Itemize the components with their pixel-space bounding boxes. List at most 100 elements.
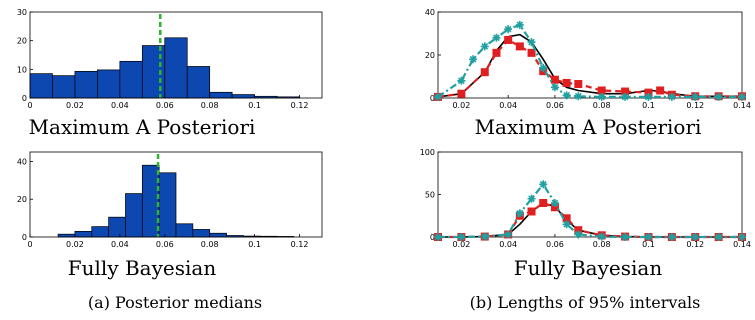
- histogram-map: 0 0.02 0.04 0.06 0.08 0.1 0.12 0 10 20 30: [17, 8, 323, 110]
- data-point-square: [597, 86, 606, 95]
- plot-frame: [437, 151, 743, 238]
- data-point-asterisk: [504, 230, 513, 239]
- x-tick-label: 0.12: [291, 240, 309, 249]
- data-point-asterisk: [515, 209, 524, 218]
- y-tick-label: 20: [17, 195, 27, 204]
- histogram-bar: [231, 94, 255, 99]
- data-point-square: [492, 48, 501, 57]
- x-tick-label: 0.14: [733, 101, 751, 110]
- plot-frame: [29, 11, 323, 99]
- data-point-asterisk: [574, 92, 583, 101]
- y-tick-label: 40: [425, 8, 435, 17]
- data-point-asterisk: [644, 233, 653, 241]
- x-tick-label: 0.14: [733, 240, 751, 249]
- series-line-dashed: [438, 201, 742, 239]
- data-point-asterisk: [457, 233, 466, 241]
- histogram-bar: [158, 172, 177, 238]
- data-point-asterisk: [691, 92, 700, 101]
- y-tick-label: 0: [430, 233, 435, 242]
- x-tick-label: 0.1: [248, 101, 261, 110]
- data-point-square: [574, 80, 583, 89]
- data-point-asterisk: [480, 42, 489, 51]
- data-point-asterisk: [492, 33, 501, 42]
- histogram-bar: [175, 223, 194, 238]
- x-tick-label: 0.12: [291, 101, 309, 110]
- data-point-asterisk: [621, 233, 630, 241]
- y-tick-label: 20: [425, 51, 435, 60]
- data-point-asterisk: [515, 20, 524, 29]
- data-point-square: [480, 68, 489, 77]
- data-point-asterisk: [667, 233, 676, 241]
- x-tick-label: 0.02: [452, 240, 470, 249]
- data-point-asterisk: [714, 92, 723, 101]
- histogram-bar: [186, 66, 211, 99]
- histogram-bar: [125, 193, 143, 238]
- x-tick-label: 0.12: [686, 101, 704, 110]
- data-point-asterisk: [562, 220, 571, 229]
- x-tick-label: 0.04: [111, 240, 129, 249]
- y-tick-label: 0: [22, 94, 27, 103]
- histogram-bar: [108, 216, 126, 238]
- x-tick-label: 0.08: [593, 240, 611, 249]
- interval-plot-map: 0.02 0.04 0.06 0.08 0.1 0.12 0.14 0 20 40: [425, 8, 751, 110]
- panel-title-map-intervals: Maximum A Posteriori: [475, 115, 702, 139]
- y-tick-label: 20: [17, 37, 27, 46]
- x-tick-label: 0.12: [686, 240, 704, 249]
- x-tick-label: 0.08: [593, 101, 611, 110]
- y-tick-label: 50: [425, 191, 435, 200]
- y-tick-label: 0: [22, 233, 27, 242]
- y-tick-label: 10: [17, 65, 27, 74]
- histogram-bar: [57, 233, 76, 238]
- series-line-dashdot: [437, 23, 742, 99]
- x-tick-label: 0.02: [66, 101, 84, 110]
- data-point-asterisk: [480, 232, 489, 241]
- x-tick-label: 0.06: [156, 101, 174, 110]
- caption-b: (b) Lengths of 95% intervals: [470, 293, 701, 312]
- histogram-bar: [209, 91, 233, 99]
- x-tick-label: 0.1: [248, 240, 261, 249]
- y-tick-label: 0: [430, 94, 435, 103]
- histogram-bar: [74, 230, 93, 238]
- histogram-bar: [74, 70, 98, 99]
- y-tick-label: 30: [17, 8, 27, 17]
- x-tick-label: 0: [27, 101, 32, 110]
- data-point-asterisk: [527, 194, 536, 203]
- data-point-asterisk: [714, 233, 723, 241]
- x-tick-label: 0.08: [201, 240, 219, 249]
- data-point-asterisk: [621, 92, 630, 101]
- x-tick-label: 0.04: [111, 101, 129, 110]
- data-point-asterisk: [434, 233, 442, 241]
- data-point-square: [656, 86, 665, 95]
- interval-plot-fully-bayesian: 0.02 0.04 0.06 0.08 0.1 0.12 0.14 0 50 100: [420, 148, 751, 249]
- data-point-asterisk: [539, 63, 548, 72]
- data-point-square: [527, 48, 536, 57]
- x-tick-label: 0.02: [66, 240, 84, 249]
- series-line-dashdot: [438, 183, 742, 239]
- data-point-square: [457, 89, 466, 98]
- y-tick-label: 100: [420, 148, 435, 157]
- panel-title-fully-bayesian: Fully Bayesian: [68, 256, 217, 280]
- panel-title-map: Maximum A Posteriori: [29, 115, 256, 139]
- data-point-square: [515, 42, 524, 51]
- data-point-asterisk: [457, 76, 466, 85]
- histogram-bar: [192, 229, 211, 238]
- x-tick-label: 0.02: [452, 101, 470, 110]
- histogram-fully-bayesian: 0 0.02 0.04 0.06 0.08 0.1 0.12 0 20 40: [17, 151, 323, 249]
- histogram-bar: [91, 226, 109, 238]
- data-point-asterisk: [527, 38, 536, 47]
- series-line-solid: [438, 202, 742, 238]
- data-point-asterisk: [574, 230, 583, 239]
- x-tick-label: 0.04: [499, 101, 517, 110]
- data-point-asterisk: [469, 55, 478, 64]
- caption-a: (a) Posterior medians: [88, 293, 262, 312]
- data-point-asterisk: [562, 91, 571, 100]
- histogram-bar: [52, 75, 76, 99]
- data-point-asterisk: [738, 233, 746, 241]
- data-point-asterisk: [550, 199, 559, 207]
- x-tick-label: 0.06: [546, 240, 564, 249]
- data-point-asterisk: [644, 92, 653, 101]
- data-point-asterisk: [667, 92, 676, 101]
- y-tick-label: 40: [17, 157, 27, 166]
- histogram-bar: [209, 232, 227, 238]
